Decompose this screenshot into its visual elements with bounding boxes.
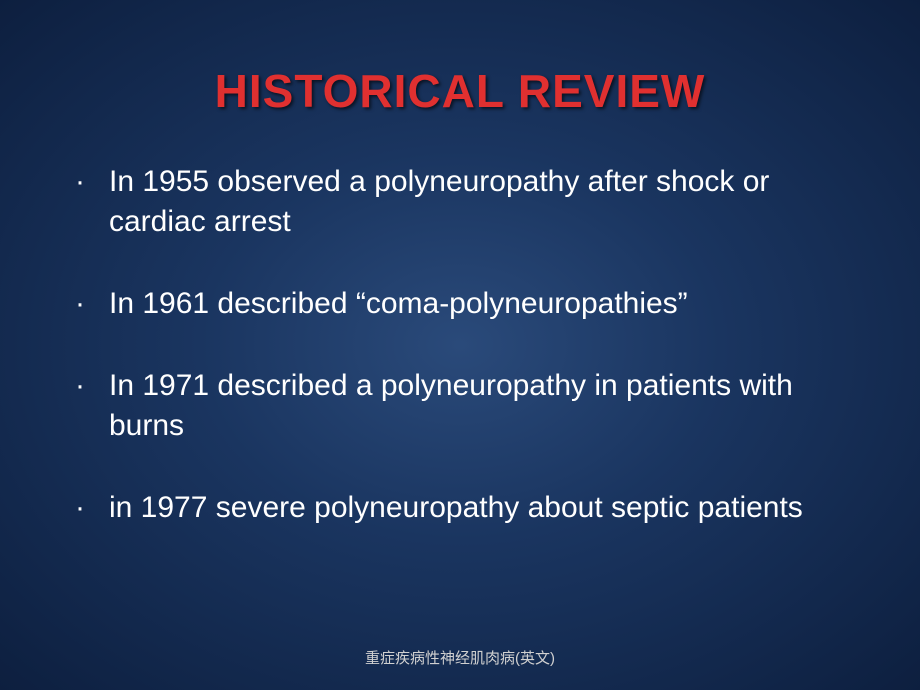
slide-title: HISTORICAL REVIEW (0, 64, 920, 118)
bullet-dot-icon: · (75, 488, 81, 528)
bullet-item: · In 1955 observed a polyneuropathy afte… (75, 162, 860, 242)
bullet-text: In 1971 described a polyneuropathy in pa… (109, 366, 860, 446)
bullet-dot-icon: · (75, 366, 81, 406)
bullet-item: · in 1977 severe polyneuropathy about se… (75, 488, 860, 528)
slide-footer: 重症疾病性神经肌肉病(英文) (0, 647, 920, 668)
bullet-text: In 1955 observed a polyneuropathy after … (109, 162, 860, 242)
bullet-text: in 1977 severe polyneuropathy about sept… (109, 488, 803, 528)
bullet-list: · In 1955 observed a polyneuropathy afte… (75, 162, 860, 570)
bullet-text: In 1961 described “coma-polyneuropathies… (109, 284, 688, 324)
bullet-item: · In 1971 described a polyneuropathy in … (75, 366, 860, 446)
bullet-dot-icon: · (75, 284, 81, 324)
bullet-dot-icon: · (75, 162, 81, 202)
bullet-item: · In 1961 described “coma-polyneuropathi… (75, 284, 860, 324)
